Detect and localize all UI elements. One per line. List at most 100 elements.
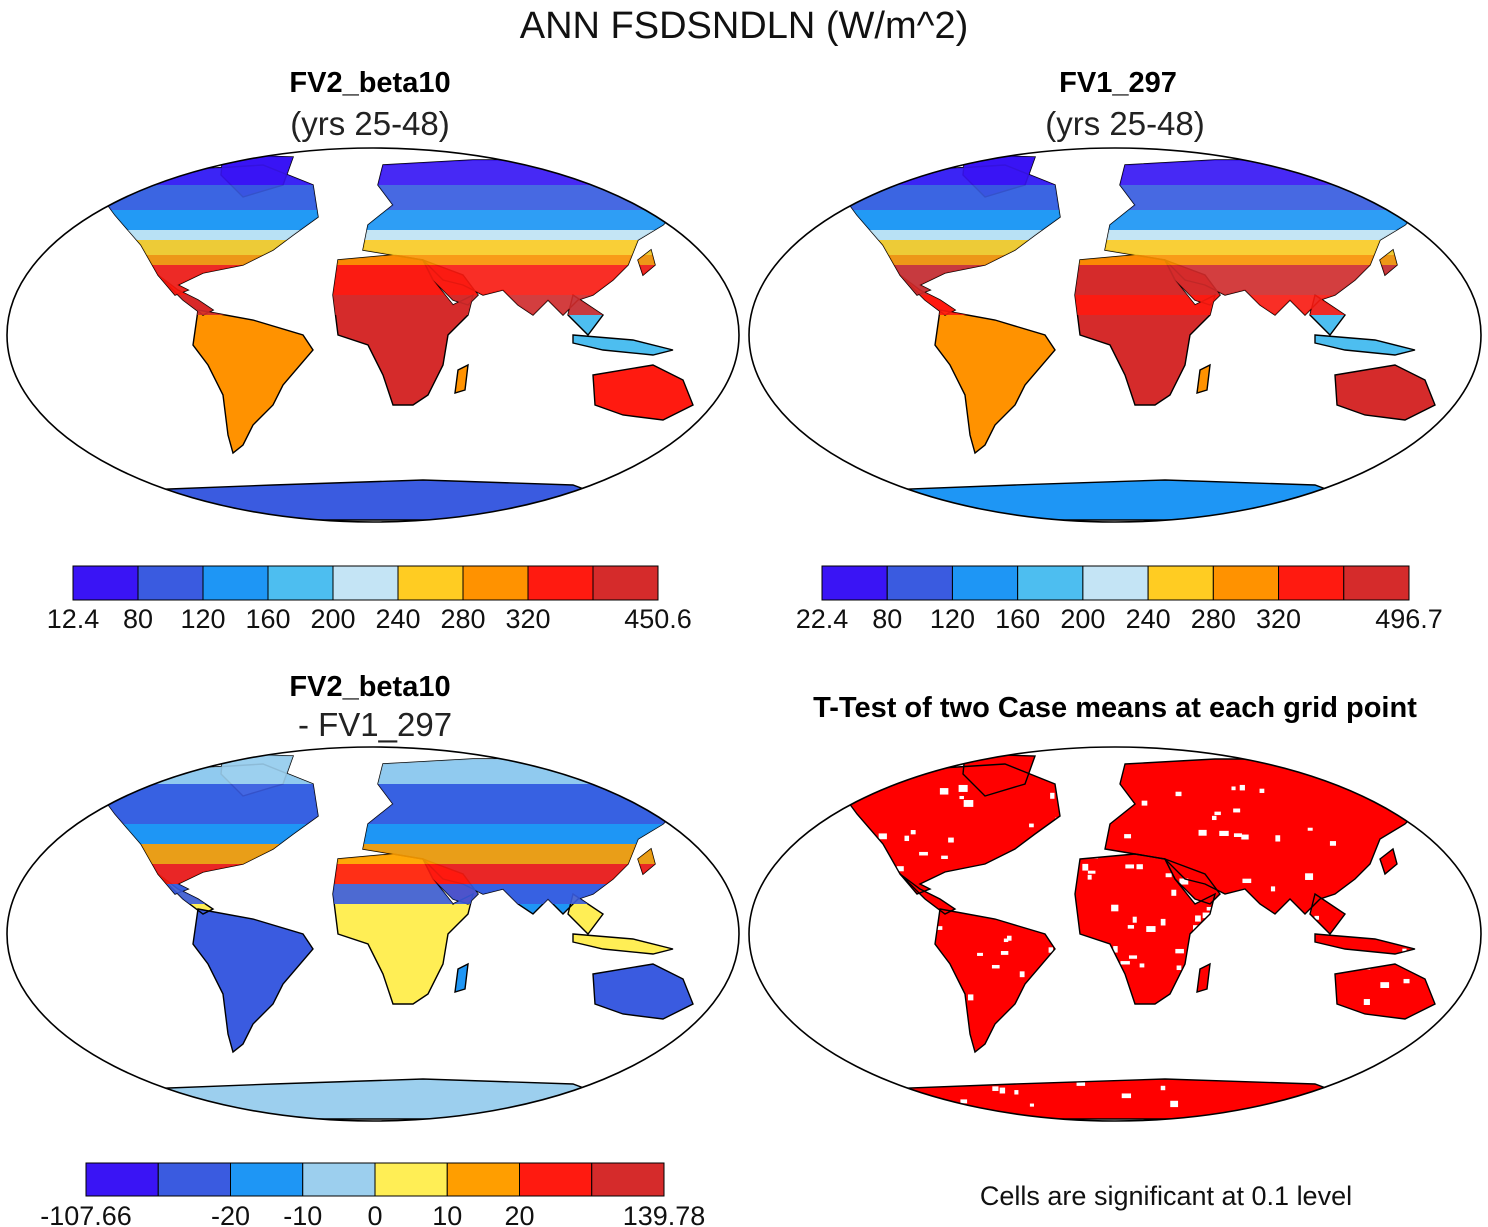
map-frame bbox=[6, 746, 740, 1122]
colorbar-tick-label: 10 bbox=[432, 1201, 462, 1227]
colorbar-tick-label: 200 bbox=[1060, 604, 1105, 634]
colorbar-1: 12.4 80 120 160 200 240 280 320 450.6 bbox=[47, 565, 692, 634]
coastline-indonesia bbox=[1314, 334, 1416, 356]
color-band-2 bbox=[93, 824, 693, 844]
colorbar-box bbox=[332, 565, 399, 601]
colorbar-box bbox=[886, 565, 953, 601]
colorbar-tick-label: 20 bbox=[504, 1201, 534, 1227]
coastline-australia bbox=[592, 963, 694, 1020]
colorbar-box bbox=[374, 1162, 448, 1197]
colorbar-tick-label: 120 bbox=[180, 604, 225, 634]
coastline-japan bbox=[1379, 847, 1398, 876]
colorbar-box bbox=[1082, 565, 1149, 601]
coastline-samerica bbox=[192, 908, 314, 1054]
colorbar-tick-label: -20 bbox=[211, 1201, 250, 1227]
land-australia bbox=[1335, 964, 1435, 1019]
panel-2-subtitle: (yrs 25-48) bbox=[1045, 105, 1205, 142]
colorbar-tick-label: -107.66 bbox=[40, 1201, 132, 1227]
map-panel-3 bbox=[6, 746, 740, 1122]
color-band-5 bbox=[93, 255, 693, 265]
land-namerica bbox=[835, 764, 1060, 894]
color-band-3 bbox=[93, 230, 693, 240]
coastline-indonesia bbox=[572, 933, 674, 955]
colorbar-box bbox=[951, 565, 1019, 601]
colorbar-3: -107.66 -20 -10 0 10 20 139.78 bbox=[40, 1162, 705, 1227]
colorbar-tick-label: 0 bbox=[367, 1201, 382, 1227]
coastline-australia bbox=[592, 364, 694, 421]
map-frame bbox=[748, 147, 1482, 523]
color-band-4 bbox=[93, 240, 693, 255]
panel-3-subtitle: - FV1_297 bbox=[298, 706, 452, 743]
land-samerica bbox=[193, 909, 313, 1052]
colorbar-tick-label: 496.7 bbox=[1375, 604, 1443, 634]
color-band-1 bbox=[93, 185, 693, 210]
land-australia bbox=[593, 365, 693, 420]
coastline-australia bbox=[1334, 963, 1436, 1020]
colorbar-tick-label: 160 bbox=[995, 604, 1040, 634]
coastline-seasia bbox=[1309, 892, 1347, 936]
coastline-indonesia bbox=[572, 334, 674, 356]
coastline-madagascar bbox=[454, 363, 469, 394]
color-band-3 bbox=[93, 844, 693, 864]
colorbar-box bbox=[591, 1162, 665, 1197]
land-antarctica bbox=[133, 1079, 613, 1119]
panel-1-subtitle: (yrs 25-48) bbox=[290, 105, 450, 142]
map-panel-1 bbox=[6, 147, 740, 523]
colorbar-box bbox=[1343, 565, 1410, 601]
color-band-3 bbox=[835, 230, 1435, 240]
color-band-1 bbox=[93, 784, 693, 824]
colorbar-tick-label: -10 bbox=[283, 1201, 322, 1227]
colorbar-tick-label: 280 bbox=[440, 604, 485, 634]
coastline-madagascar bbox=[454, 962, 469, 993]
color-band-1 bbox=[835, 185, 1435, 210]
colorbar-box bbox=[202, 565, 269, 601]
nonsignificant-cells bbox=[865, 784, 1419, 1108]
map-panel-4 bbox=[748, 746, 1482, 1122]
colorbar-box bbox=[821, 565, 888, 601]
coastline-samerica bbox=[934, 309, 1056, 455]
land-australia bbox=[593, 964, 693, 1019]
significance-note: Cells are significant at 0.1 level bbox=[980, 1181, 1352, 1211]
colorbar-tick-label: 450.6 bbox=[624, 604, 692, 634]
map-frame bbox=[748, 746, 1482, 1122]
colorbar-box bbox=[72, 565, 139, 601]
colorbar-box bbox=[230, 1162, 304, 1197]
land-japan bbox=[1380, 849, 1397, 874]
coastline-indonesia bbox=[1314, 933, 1416, 955]
colorbar-box bbox=[1278, 565, 1345, 601]
colorbar-tick-label: 80 bbox=[872, 604, 902, 634]
colorbar-tick-label: 12.4 bbox=[47, 604, 100, 634]
land-indonesia bbox=[1315, 934, 1415, 954]
coastline-samerica bbox=[192, 309, 314, 455]
colorbar-2: 22.4 80 120 160 200 240 280 320 496.7 bbox=[796, 565, 1443, 634]
colorbar-tick-label: 22.4 bbox=[796, 604, 849, 634]
panel-4-title: T-Test of two Case means at each grid po… bbox=[813, 692, 1417, 724]
colorbar-box bbox=[302, 1162, 376, 1197]
colorbar-tick-label: 320 bbox=[1256, 604, 1301, 634]
color-band-5 bbox=[835, 255, 1435, 265]
coastline-arabia bbox=[1163, 857, 1221, 905]
colorbar-tick-label: 160 bbox=[245, 604, 290, 634]
colorbar-box bbox=[1212, 565, 1280, 601]
colorbar-tick-label: 320 bbox=[505, 604, 550, 634]
map-frame bbox=[6, 147, 740, 523]
figure-title: ANN FSDSNDLN (W/m^2) bbox=[520, 5, 969, 47]
colorbar-box bbox=[446, 1162, 520, 1197]
land-indonesia bbox=[573, 335, 673, 355]
land-antarctica bbox=[133, 480, 613, 520]
colorbar-tick-label: 240 bbox=[1126, 604, 1171, 634]
land-indonesia bbox=[573, 934, 673, 954]
colorbar-box bbox=[137, 565, 204, 601]
map-panel-2 bbox=[748, 147, 1482, 523]
color-band-4 bbox=[835, 240, 1435, 255]
colorbar-box bbox=[157, 1162, 231, 1197]
colorbar-tick-label: 240 bbox=[375, 604, 420, 634]
colorbar-tick-label: 80 bbox=[123, 604, 153, 634]
coastline-madagascar bbox=[1196, 962, 1211, 993]
color-band-2 bbox=[835, 210, 1435, 230]
coastline-samerica bbox=[934, 908, 1056, 1054]
coastline-australia bbox=[1334, 364, 1436, 421]
coastline-seasia bbox=[567, 892, 605, 936]
land-seasia bbox=[1310, 894, 1345, 934]
